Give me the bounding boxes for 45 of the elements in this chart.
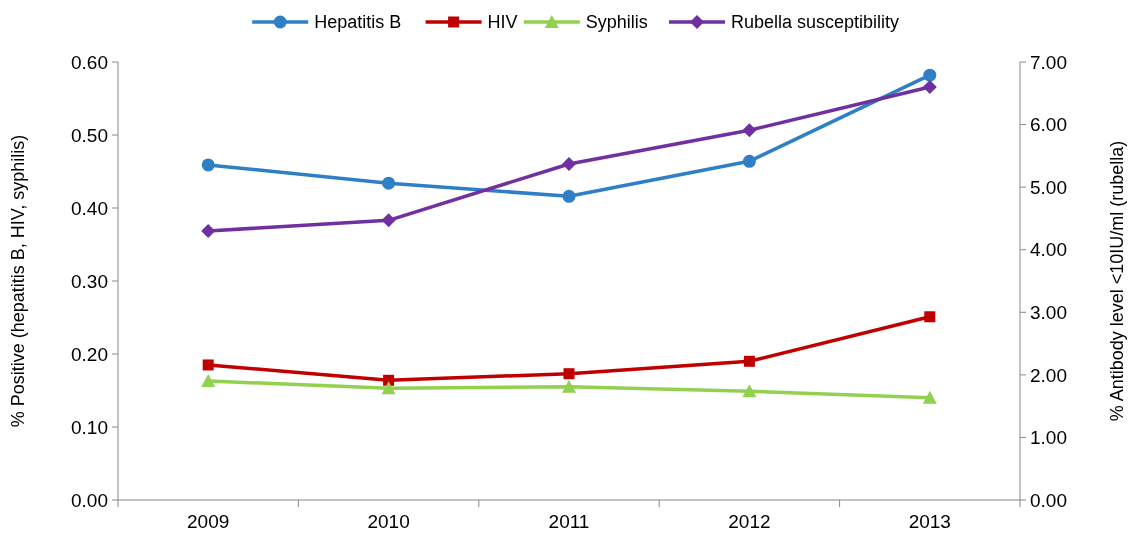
point bbox=[922, 80, 937, 95]
point bbox=[201, 223, 216, 238]
y2-tick-label: 6.00 bbox=[1030, 114, 1067, 136]
point bbox=[382, 176, 396, 190]
y-tick-label: 0.50 bbox=[71, 124, 108, 146]
point bbox=[742, 154, 756, 168]
point bbox=[202, 359, 214, 371]
point bbox=[743, 355, 755, 367]
y-tick-label: 0.20 bbox=[71, 343, 108, 365]
x-tick-label: 2010 bbox=[367, 511, 410, 532]
y-tick-label: 0.30 bbox=[71, 270, 108, 292]
y2-axis-title: % Antibody level <10IU/ml (rubella) bbox=[1107, 140, 1127, 422]
point bbox=[742, 123, 757, 138]
x-tick-label: 2013 bbox=[908, 511, 951, 532]
point bbox=[563, 368, 575, 380]
y2-tick-label: 1.00 bbox=[1030, 427, 1067, 449]
y-tick-label: 0.10 bbox=[71, 416, 108, 438]
y-axis-title: % Positive (hepatitis B, HIV, syphilis) bbox=[8, 134, 28, 428]
legend-label: HIV bbox=[487, 12, 518, 32]
y2-tick-label: 0.00 bbox=[1030, 489, 1067, 511]
y2-tick-label: 7.00 bbox=[1030, 51, 1067, 73]
legend-label: Hepatitis B bbox=[314, 12, 402, 32]
point bbox=[922, 390, 937, 404]
legend-label: Syphilis bbox=[585, 12, 648, 32]
x-tick-label: 2011 bbox=[548, 511, 590, 532]
legend-label: Rubella susceptibility bbox=[731, 12, 900, 32]
point bbox=[742, 384, 757, 398]
x-tick-label: 2009 bbox=[187, 511, 230, 532]
point bbox=[381, 381, 396, 395]
point bbox=[562, 379, 576, 393]
point bbox=[381, 213, 396, 228]
y-tick-label: 0.40 bbox=[71, 197, 108, 219]
point bbox=[201, 158, 215, 172]
point bbox=[562, 189, 576, 203]
point bbox=[562, 156, 576, 171]
y2-tick-label: 4.00 bbox=[1030, 239, 1067, 261]
point bbox=[924, 311, 936, 323]
y2-tick-label: 2.00 bbox=[1030, 364, 1067, 386]
point bbox=[201, 374, 216, 388]
y-tick-label: 0.60 bbox=[71, 51, 108, 73]
point bbox=[923, 68, 937, 82]
y2-tick-label: 5.00 bbox=[1030, 176, 1067, 198]
y-tick-label: 0.00 bbox=[71, 489, 108, 511]
x-tick-label: 2012 bbox=[728, 511, 771, 532]
y2-tick-label: 3.00 bbox=[1030, 301, 1067, 323]
